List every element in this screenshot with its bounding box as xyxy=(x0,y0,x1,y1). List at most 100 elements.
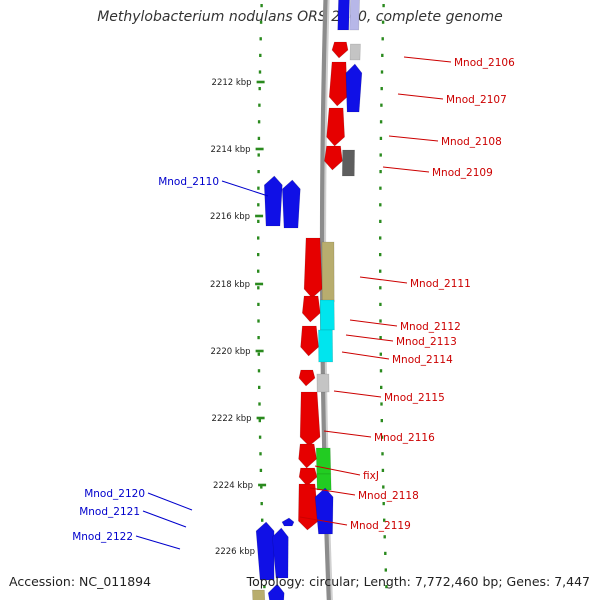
gene-mnod-2112[interactable] xyxy=(301,295,321,323)
gene-mnod-2106[interactable] xyxy=(331,41,349,59)
gene-mnod-2116[interactable] xyxy=(299,391,321,447)
track-dot xyxy=(384,551,387,555)
gene-mnod-2115[interactable] xyxy=(298,369,316,387)
track-dot xyxy=(258,70,262,74)
gene-mnod-2110[interactable] xyxy=(263,175,283,227)
track-dot xyxy=(257,302,260,306)
gene-mnod-2111-khaki[interactable] xyxy=(321,241,335,303)
gene-label[interactable]: Mnod_2118 xyxy=(358,490,419,502)
gene-mnod-2111[interactable] xyxy=(303,237,323,299)
gene-pale-top[interactable] xyxy=(349,0,360,31)
track-dot xyxy=(381,468,385,472)
gene-mnod-2107[interactable] xyxy=(328,61,348,107)
track-dot xyxy=(257,186,260,190)
gene-label[interactable]: fixJ xyxy=(363,470,379,482)
gene-mnod-2122-b[interactable] xyxy=(267,583,285,600)
gene-label[interactable]: Mnod_2119 xyxy=(350,520,411,532)
gene-label[interactable]: Mnod_2109 xyxy=(432,167,493,179)
track-dot xyxy=(379,253,382,257)
gene-mnod-2114[interactable] xyxy=(318,329,334,363)
gene-label[interactable]: Mnod_2115 xyxy=(384,392,445,404)
track-dot xyxy=(379,170,382,174)
position-label: 2226 kbp xyxy=(215,547,255,557)
gene-mnod-2120[interactable] xyxy=(255,521,275,581)
track-dot xyxy=(380,385,383,389)
gene-mnod-2108-b[interactable] xyxy=(324,145,343,171)
gene-label[interactable]: Mnod_2120 xyxy=(84,488,145,500)
gene-label[interactable]: Mnod_2111 xyxy=(410,278,471,290)
track-dot xyxy=(379,203,382,207)
gene-label[interactable]: Mnod_2121 xyxy=(79,506,140,518)
track-dot xyxy=(382,502,385,506)
track-dot xyxy=(263,585,266,589)
gene-mnod-2121[interactable] xyxy=(271,527,289,579)
gene-mnod-2110-b[interactable] xyxy=(281,179,301,229)
gene-mnod-2118[interactable] xyxy=(316,473,332,491)
gene-label[interactable]: Mnod_2114 xyxy=(392,354,453,366)
position-label: 2212 kbp xyxy=(212,78,252,88)
label-leader-line xyxy=(323,430,372,438)
gene-label[interactable]: Mnod_2107 xyxy=(446,94,507,106)
right-tick-track xyxy=(379,4,388,589)
label-leader-line xyxy=(333,390,382,398)
gene-label[interactable]: Mnod_2122 xyxy=(72,531,133,543)
label-leader-line xyxy=(403,56,452,63)
label-leader-line xyxy=(135,535,181,550)
track-dot xyxy=(259,468,263,472)
gene-mnod-2109[interactable] xyxy=(341,149,355,177)
gene-mnod-2121-b[interactable] xyxy=(281,517,295,527)
genome-summary-text: Topology: circular; Length: 7,772,460 bp… xyxy=(246,574,590,589)
gene-label[interactable]: Mnod_2112 xyxy=(400,321,461,333)
track-dot xyxy=(380,402,383,406)
gene-forward-top[interactable] xyxy=(337,0,350,31)
gene-fixj[interactable] xyxy=(315,447,332,475)
gene-mnod-2107-b[interactable] xyxy=(345,63,363,113)
gene-mnod-2115-b[interactable] xyxy=(316,373,330,393)
track-dot xyxy=(383,518,386,522)
label-leader-line xyxy=(142,510,187,528)
position-label: 2218 kbp xyxy=(210,280,250,290)
gene-label[interactable]: Mnod_2110 xyxy=(158,176,219,188)
gene-label[interactable]: Mnod_2108 xyxy=(441,136,502,148)
gene-mnod-2106-partner[interactable] xyxy=(349,43,361,61)
track-dot xyxy=(257,336,260,340)
gene-mnod-2119[interactable] xyxy=(314,487,334,535)
position-label: 2214 kbp xyxy=(211,145,251,155)
gene-bottom-khaki[interactable] xyxy=(252,589,266,600)
position-label: 2224 kbp xyxy=(213,481,253,491)
gene-mnod-2112-cyan[interactable] xyxy=(319,299,335,331)
track-dot xyxy=(257,319,260,323)
track-dot xyxy=(380,70,384,74)
gene-mnod-2118-b[interactable] xyxy=(298,483,319,531)
track-dot xyxy=(379,336,382,340)
track-dot xyxy=(379,120,383,124)
track-dot xyxy=(258,402,261,406)
track-dot xyxy=(257,219,260,223)
left-tick-track xyxy=(257,4,266,589)
track-dot xyxy=(259,53,262,57)
track-dot xyxy=(380,435,384,439)
track-dot xyxy=(379,153,382,157)
accession-text: Accession: NC_011894 xyxy=(9,574,152,589)
track-dot xyxy=(257,203,260,207)
gene-mnod-2108[interactable] xyxy=(326,107,345,147)
track-dot xyxy=(379,302,382,306)
track-dot xyxy=(258,385,261,389)
position-label: 2222 kbp xyxy=(212,414,252,424)
track-dot xyxy=(381,53,384,57)
gene-label[interactable]: Mnod_2116 xyxy=(374,432,435,444)
gene-mnod-2116-b[interactable] xyxy=(298,443,317,469)
label-leader-line xyxy=(388,135,439,142)
track-dot xyxy=(259,20,263,24)
track-dot xyxy=(259,37,262,41)
gene-label[interactable]: Mnod_2106 xyxy=(454,57,515,69)
map-title: Methylobacterium nodulans ORS 2060, comp… xyxy=(97,9,503,25)
track-dot xyxy=(385,585,388,589)
gene-mnod-2113[interactable] xyxy=(300,325,319,357)
track-dot xyxy=(258,103,261,107)
gene-label[interactable]: Mnod_2113 xyxy=(396,336,457,348)
track-dot xyxy=(379,352,382,356)
track-dot xyxy=(381,37,384,41)
gene-fixj-b[interactable] xyxy=(298,467,318,487)
